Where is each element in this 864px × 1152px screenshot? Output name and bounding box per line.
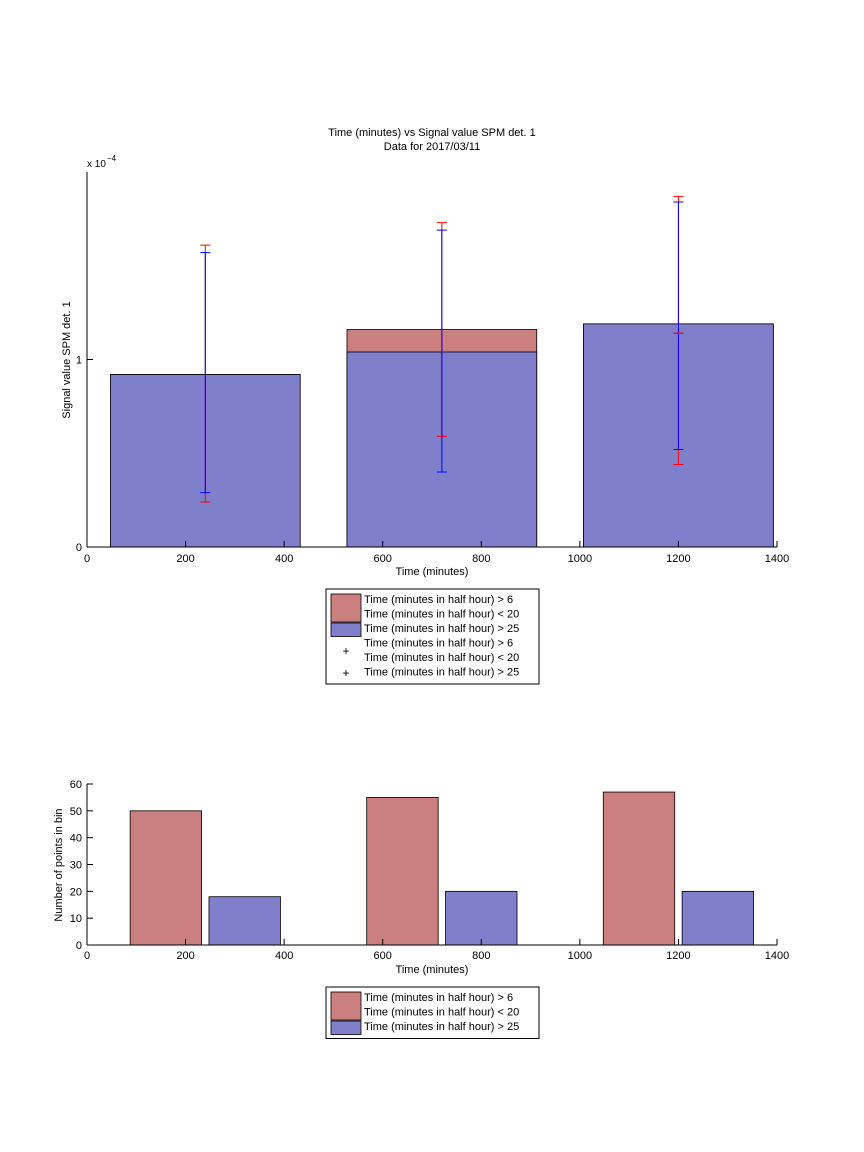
bottom-x-tick-label-4: 800: [472, 950, 490, 962]
bottom-y-tick-label-2: 20: [70, 886, 82, 898]
bottom-x-axis-label: Time (minutes): [396, 964, 469, 976]
bottom-y-tick-label-0: 0: [76, 940, 82, 952]
bottom-y-tick-label-5: 50: [70, 806, 82, 818]
bottom-legend-box: [325, 986, 540, 1039]
bottom-legend-swatch-0: [330, 991, 362, 1021]
top-legend-label-0-0: Time (minutes in half hour) > 6: [364, 594, 513, 606]
count-bar-s0-0: [129, 810, 202, 946]
top-legend-marker-3: +: [342, 666, 349, 680]
top-y-tick-label-0: 0: [76, 542, 82, 554]
bottom-x-tick-label-0: 0: [84, 950, 90, 962]
bottom-x-tick-label-1: 200: [176, 950, 194, 962]
top-plot-area: 0 200 400 600 800 1000 1200 1400 0 1: [76, 172, 789, 565]
top-x-tick-label-5: 1000: [568, 553, 592, 565]
bottom-y-tick-label-1: 10: [70, 913, 82, 925]
count-bar-s0-2: [602, 791, 676, 946]
bottom-legend-entries: Time (minutes in half hour) > 6 Time (min…: [330, 991, 519, 1035]
top-legend-entries: Time (minutes in half hour) > 6 Time (min…: [330, 593, 519, 680]
top-x-tick-label-2: 400: [275, 553, 293, 565]
top-x-tick-label-0: 0: [84, 553, 90, 565]
top-x-tick-label-4: 800: [472, 553, 490, 565]
errorbar-blue-5: [673, 201, 684, 450]
bottom-legend-label-0-1: Time (minutes in half hour) < 20: [364, 1007, 519, 1019]
y-exponent-base: x 10: [87, 159, 106, 170]
bottom-legend-label-1-0: Time (minutes in half hour) > 25: [364, 1021, 519, 1033]
bottom-plot-area: 0 200 400 600 800 1000 1200 1400 0 10 20 30 40 50 60: [70, 779, 789, 962]
top-legend-label-0-1: Time (minutes in half hour) < 20: [364, 609, 519, 621]
count-bar-s1-0: [208, 896, 281, 946]
bottom-y-tick-label-6: 60: [70, 779, 82, 791]
bottom-x-tick-label-6: 1200: [666, 950, 690, 962]
top-legend: Time (minutes in half hour) > 6 Time (min…: [325, 588, 540, 685]
bottom-y-tick-label-3: 30: [70, 860, 82, 872]
top-y-axis-label: Signal value SPM det. 1: [61, 301, 73, 418]
chart-title: Time (minutes) vs Signal value SPM det. …: [328, 127, 535, 139]
bottom-x-tick-label-5: 1000: [568, 950, 592, 962]
top-legend-label-3-0: Time (minutes in half hour) > 25: [364, 667, 519, 679]
top-legend-label-2-0: Time (minutes in half hour) > 6: [364, 638, 513, 650]
errorbar-blue-3: [436, 229, 447, 473]
top-legend-swatch-1: [330, 622, 362, 637]
bottom-x-tick-label-2: 400: [275, 950, 293, 962]
y-exponent: x 10 −4: [87, 154, 117, 170]
count-bar-s0-1: [366, 797, 439, 946]
top-y-tick-label-1: 1: [76, 355, 82, 367]
y-exponent-power: −4: [107, 154, 117, 163]
bottom-legend: Time (minutes in half hour) > 6 Time (min…: [325, 986, 540, 1039]
top-legend-swatch-0: [330, 593, 362, 623]
count-bar-s1-2: [681, 890, 754, 946]
top-x-tick-label-3: 600: [374, 553, 392, 565]
bottom-legend-swatch-1: [330, 1020, 362, 1035]
top-x-axis-label: Time (minutes): [396, 566, 469, 578]
top-legend-marker-2: +: [342, 644, 349, 658]
top-x-tick-label-7: 1400: [765, 553, 789, 565]
errorbar-blue-1: [200, 252, 211, 494]
bottom-x-tick-label-7: 1400: [765, 950, 789, 962]
top-x-tick-label-6: 1200: [666, 553, 690, 565]
top-legend-label-2-1: Time (minutes in half hour) < 20: [364, 652, 519, 664]
count-bar-s1-1: [445, 890, 518, 946]
bottom-y-tick-label-4: 40: [70, 833, 82, 845]
bottom-x-tick-label-3: 600: [374, 950, 392, 962]
top-legend-label-1-0: Time (minutes in half hour) > 25: [364, 623, 519, 635]
top-legend-box: [325, 588, 540, 685]
top-x-tick-label-1: 200: [176, 553, 194, 565]
chart-subtitle: Data for 2017/03/11: [384, 141, 480, 153]
bottom-legend-label-0-0: Time (minutes in half hour) > 6: [364, 992, 513, 1004]
bottom-y-axis-label: Number of points in bin: [53, 808, 65, 921]
